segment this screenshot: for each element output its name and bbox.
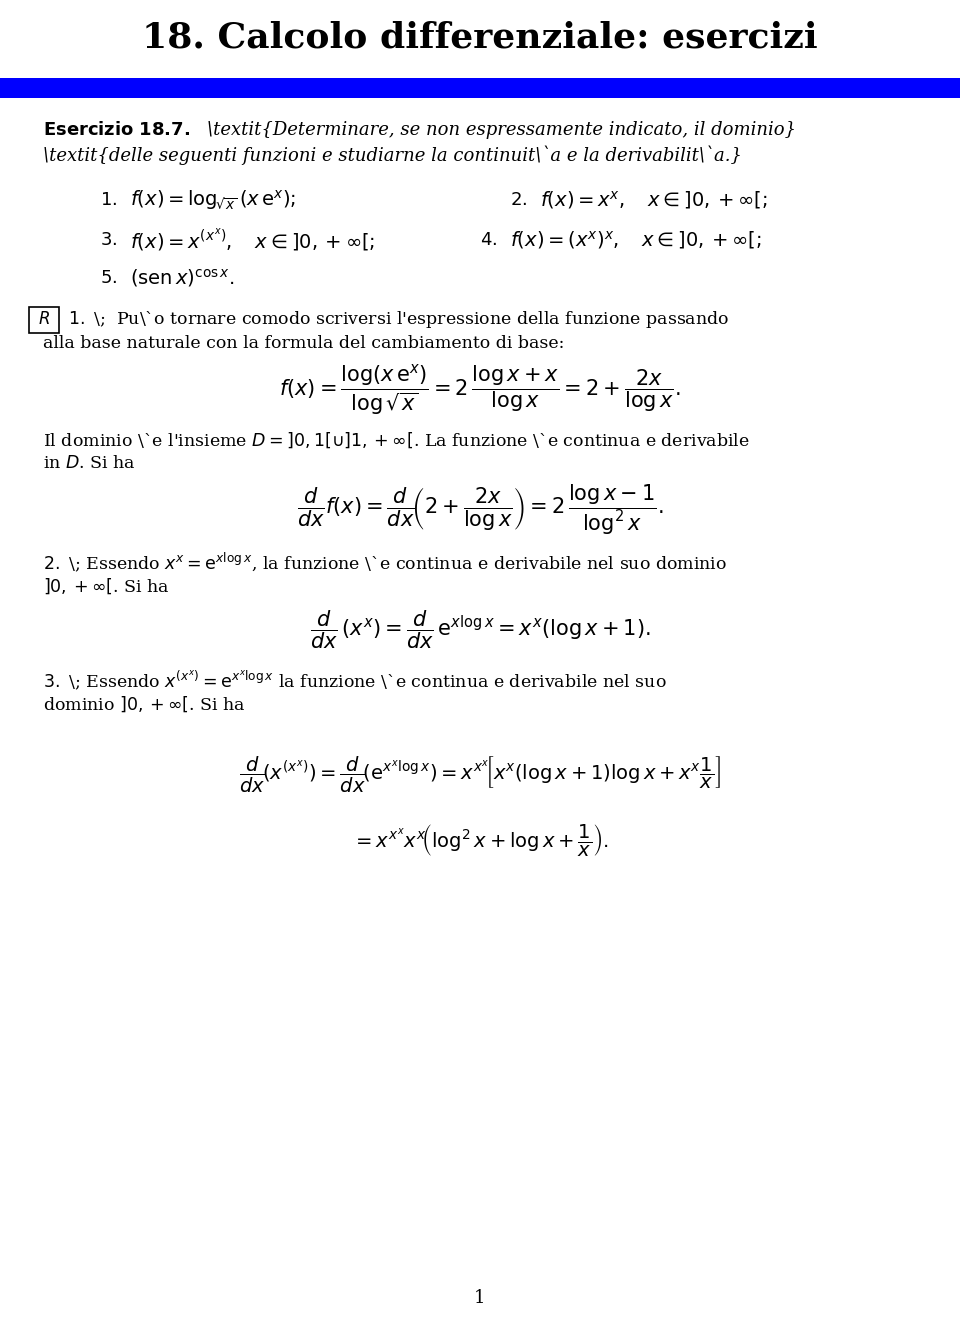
- Text: $4.$: $4.$: [480, 231, 497, 248]
- Text: $f(x) = \log_{\!\sqrt{x}}(x\,\mathrm{e}^x);$: $f(x) = \log_{\!\sqrt{x}}(x\,\mathrm{e}^…: [130, 188, 296, 211]
- Text: $5.$: $5.$: [100, 269, 117, 287]
- Text: $f(x) = (x^x)^x, \quad x \in ]0, +\infty[;$: $f(x) = (x^x)^x, \quad x \in ]0, +\infty…: [510, 229, 762, 251]
- Text: 1: 1: [474, 1289, 486, 1306]
- Text: 18. Calcolo differenziale: esercizi: 18. Calcolo differenziale: esercizi: [142, 21, 818, 55]
- Text: $3.$: $3.$: [100, 231, 117, 248]
- Text: $\dfrac{d}{dx}\,(x^x) = \dfrac{d}{dx}\,\mathrm{e}^{x\log x} = x^x(\log x + 1).$: $\dfrac{d}{dx}\,(x^x) = \dfrac{d}{dx}\,\…: [310, 609, 650, 651]
- Text: $1.$ \;  Pu\`o tornare comodo scriversi l'espressione della funzione passando: $1.$ \; Pu\`o tornare comodo scriversi l…: [68, 309, 730, 330]
- Text: $R$: $R$: [38, 312, 50, 329]
- Text: $2.$: $2.$: [510, 192, 527, 209]
- Text: dominio $]0, +\infty[$. Si ha: dominio $]0, +\infty[$. Si ha: [43, 695, 246, 713]
- Text: $f(x) = x^x, \quad x \in ]0, +\infty[;$: $f(x) = x^x, \quad x \in ]0, +\infty[;$: [540, 189, 768, 211]
- Text: in $D$. Si ha: in $D$. Si ha: [43, 456, 135, 473]
- Text: $2.$ \; Essendo $x^x = \mathrm{e}^{x\log x}$, la funzione \`e continua e derivab: $2.$ \; Essendo $x^x = \mathrm{e}^{x\log…: [43, 551, 727, 573]
- Text: $f(x) = \dfrac{\log(x\,\mathrm{e}^x)}{\log\sqrt{x}} = 2\,\dfrac{\log x + x}{\log: $f(x) = \dfrac{\log(x\,\mathrm{e}^x)}{\l…: [279, 363, 681, 417]
- Text: $1.$: $1.$: [100, 192, 117, 209]
- Bar: [0, 78, 960, 98]
- Text: Il dominio \`e l'insieme $D =]0, 1[\cup]1, +\infty[$. La funzione \`e continua e: Il dominio \`e l'insieme $D =]0, 1[\cup]…: [43, 431, 750, 449]
- Text: $\dfrac{d}{dx}\!\left(x^{(x^x)}\right) = \dfrac{d}{dx}\!\left(\mathrm{e}^{x^x \l: $\dfrac{d}{dx}\!\left(x^{(x^x)}\right) =…: [239, 756, 721, 795]
- Text: \textit{delle seguenti funzioni e studiarne la continuit\`a e la derivabilit\`a.: \textit{delle seguenti funzioni e studia…: [43, 145, 742, 165]
- FancyBboxPatch shape: [29, 306, 59, 333]
- Text: $\mathbf{Esercizio\ 18.7.}$: $\mathbf{Esercizio\ 18.7.}$: [43, 122, 190, 139]
- Text: \textit{Determinare, se non espressamente indicato, il dominio}: \textit{Determinare, se non espressament…: [207, 122, 796, 139]
- Text: $]0, +\infty[$. Si ha: $]0, +\infty[$. Si ha: [43, 576, 169, 596]
- Text: $3.$ \; Essendo $x^{(x^x)} = \mathrm{e}^{x^x \log x}$ la funzione \`e continua e: $3.$ \; Essendo $x^{(x^x)} = \mathrm{e}^…: [43, 668, 666, 692]
- Text: $= x^{x^x} x^x\!\left(\log^2 x + \log x + \dfrac{1}{x}\right).$: $= x^{x^x} x^x\!\left(\log^2 x + \log x …: [351, 822, 609, 859]
- Text: $(\mathrm{sen}\, x)^{\cos x}.$: $(\mathrm{sen}\, x)^{\cos x}.$: [130, 267, 234, 289]
- Text: $\dfrac{d}{dx}f(x) = \dfrac{d}{dx}\!\left(2 + \dfrac{2x}{\log x}\right) = 2\,\df: $\dfrac{d}{dx}f(x) = \dfrac{d}{dx}\!\lef…: [297, 483, 663, 538]
- Text: alla base naturale con la formula del cambiamento di base:: alla base naturale con la formula del ca…: [43, 336, 564, 353]
- Text: $f(x) = x^{(x^x)}, \quad x \in ]0, +\infty[;$: $f(x) = x^{(x^x)}, \quad x \in ]0, +\inf…: [130, 227, 375, 252]
